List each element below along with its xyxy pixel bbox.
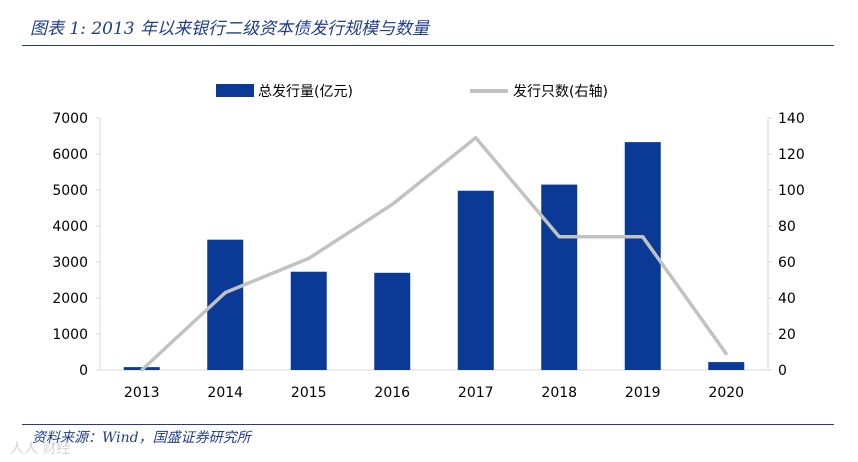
bar [374, 272, 411, 370]
legend-bar-label: 总发行量(亿元) [258, 84, 353, 100]
right-tick-label: 60 [778, 255, 796, 271]
x-tick-label: 2014 [207, 385, 243, 401]
left-tick-label: 4000 [52, 219, 88, 235]
right-tick-label: 20 [778, 327, 796, 343]
x-tick-label: 2020 [708, 385, 744, 401]
axes [96, 117, 772, 371]
x-tick-label: 2013 [124, 385, 160, 401]
source-note: 资料来源：Wind，国盛证券研究所 [32, 430, 251, 446]
x-tick-label: 2018 [541, 385, 577, 401]
bar [708, 362, 745, 370]
line-point [223, 291, 227, 295]
series-line [140, 136, 728, 372]
bar-series [123, 142, 745, 370]
line-point [557, 235, 561, 239]
source-rule [22, 424, 834, 425]
line-series [140, 136, 728, 372]
x-tick-label: 2015 [291, 385, 327, 401]
legend-bar-swatch [216, 84, 254, 97]
watermark: 人人 财经 [10, 441, 71, 457]
right-tick-label: 40 [778, 291, 796, 307]
right-tick-label: 100 [778, 183, 805, 199]
right-tick-label: 120 [778, 147, 805, 163]
line-point [390, 202, 394, 206]
x-tick-label: 2019 [625, 385, 661, 401]
left-tick-label: 2000 [52, 291, 88, 307]
line-point [724, 352, 728, 356]
right-tick-label: 80 [778, 219, 796, 235]
left-tick-label: 0 [79, 363, 88, 379]
left-tick-label: 5000 [52, 183, 88, 199]
bar [541, 184, 578, 370]
line-point [641, 235, 645, 239]
right-tick-label: 0 [778, 363, 787, 379]
left-tick-label: 1000 [52, 327, 88, 343]
left-tick-label: 3000 [52, 255, 88, 271]
legend: 总发行量(亿元) 发行只数(右轴) [216, 84, 608, 100]
line-point [474, 136, 478, 140]
right-tick-label: 140 [778, 111, 805, 127]
line-point [140, 368, 144, 372]
bar [457, 190, 494, 370]
left-tick-label: 7000 [52, 111, 88, 127]
x-tick-label: 2016 [374, 385, 410, 401]
title-rule [22, 45, 834, 46]
line-point [307, 256, 311, 260]
left-tick-label: 6000 [52, 147, 88, 163]
tick-labels: 0 1000 2000 3000 4000 5000 6000 7000 0 20 40 60 80 10… [52, 111, 804, 401]
bar [290, 271, 327, 370]
legend-line-label: 发行只数(右轴) [513, 84, 608, 100]
x-tick-label: 2017 [458, 385, 494, 401]
figure-title: 图表 1: 2013 年以来银行二级资本债发行规模与数量 [30, 19, 430, 39]
